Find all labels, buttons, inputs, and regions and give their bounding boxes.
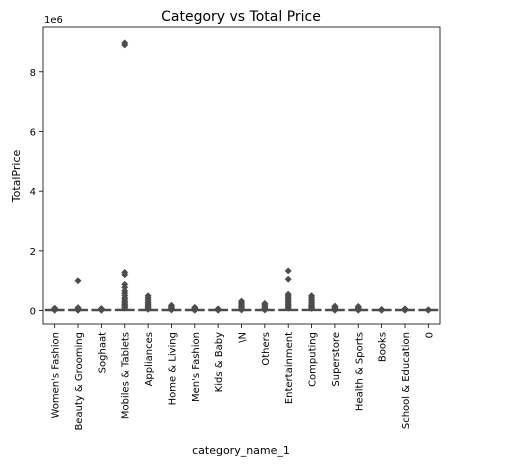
x-tick-label: Soghaat: [97, 332, 108, 373]
box-group: [348, 302, 369, 314]
outlier-point: [308, 292, 316, 300]
box-group: [254, 299, 275, 314]
box-group: [395, 305, 415, 314]
x-tick-label: Entertainment: [284, 332, 295, 404]
x-tick-label: School & Education: [401, 332, 412, 429]
x-tick-label: Appliances: [144, 332, 155, 386]
y-axis-label: TotalPrice: [10, 150, 23, 204]
plot-area: 0 2 4 6 8 Women's Fashion Beauty & Grooming Sog…: [30, 26, 441, 431]
box-group: [324, 302, 345, 314]
box-group: [301, 292, 322, 313]
x-tick-label: Home & Living: [167, 332, 178, 405]
box-group: [138, 292, 159, 313]
outlier-point: [214, 305, 222, 313]
outlier-point: [121, 268, 129, 276]
y-tick-label: 4: [30, 187, 36, 198]
outlier-point: [284, 267, 292, 275]
y-tick-label: 2: [30, 247, 36, 258]
outlier-point: [121, 280, 129, 288]
box-group: [418, 306, 439, 314]
outlier-point: [284, 290, 292, 298]
box-group: [91, 304, 112, 314]
outlier-point: [121, 39, 129, 47]
x-axis-label: category_name_1: [192, 444, 290, 457]
box-group: [161, 301, 182, 314]
x-tick-label: 0: [424, 332, 435, 338]
outlier-point: [261, 299, 269, 307]
y-tick-label: 8: [30, 68, 36, 79]
y-tick-label: 0: [30, 307, 36, 318]
chart-title: Category vs Total Price: [161, 9, 321, 25]
x-tick-label: Health & Sports: [354, 332, 365, 411]
outlier-point: [97, 304, 105, 313]
x-tick-label: Mobiles & Tablets: [121, 332, 132, 419]
outlier-point: [284, 275, 292, 283]
box-group: [278, 267, 299, 312]
outlier-point: [167, 301, 175, 309]
box-group: [231, 297, 252, 314]
x-tick-label: Others: [261, 332, 272, 366]
outlier-point: [237, 297, 246, 305]
x-tick-label: Women's Fashion: [51, 332, 62, 419]
outlier-point: [424, 306, 432, 314]
outlier-point: [74, 277, 82, 285]
outlier-point: [51, 304, 59, 312]
x-tick-label: Superstore: [331, 332, 342, 387]
outlier-point: [354, 302, 362, 310]
outlier-point: [144, 292, 152, 300]
box-group: [371, 305, 392, 314]
box-group: [184, 303, 205, 314]
outlier-point: [331, 302, 339, 310]
outlier-point: [401, 305, 409, 313]
x-tick-label: Kids & Baby: [214, 332, 225, 392]
box-group: [44, 304, 65, 314]
x-tick-label: Beauty & Grooming: [74, 332, 85, 431]
x-tick-label: Computing: [308, 332, 319, 387]
y-tick-label: 6: [30, 127, 36, 138]
x-tick-label: \N: [238, 332, 249, 343]
outlier-point: [378, 305, 386, 313]
outlier-point: [121, 287, 129, 295]
plot-frame: [42, 26, 441, 325]
x-tick-label: Books: [378, 332, 389, 362]
outlier-point: [191, 303, 199, 311]
box-group: [114, 39, 135, 312]
x-tick-label: Men's Fashion: [191, 332, 202, 402]
box-group: [208, 305, 229, 314]
y-axis-offset-label: 1e6: [44, 15, 63, 26]
box-group: [68, 277, 88, 314]
outlier-point: [74, 304, 82, 312]
